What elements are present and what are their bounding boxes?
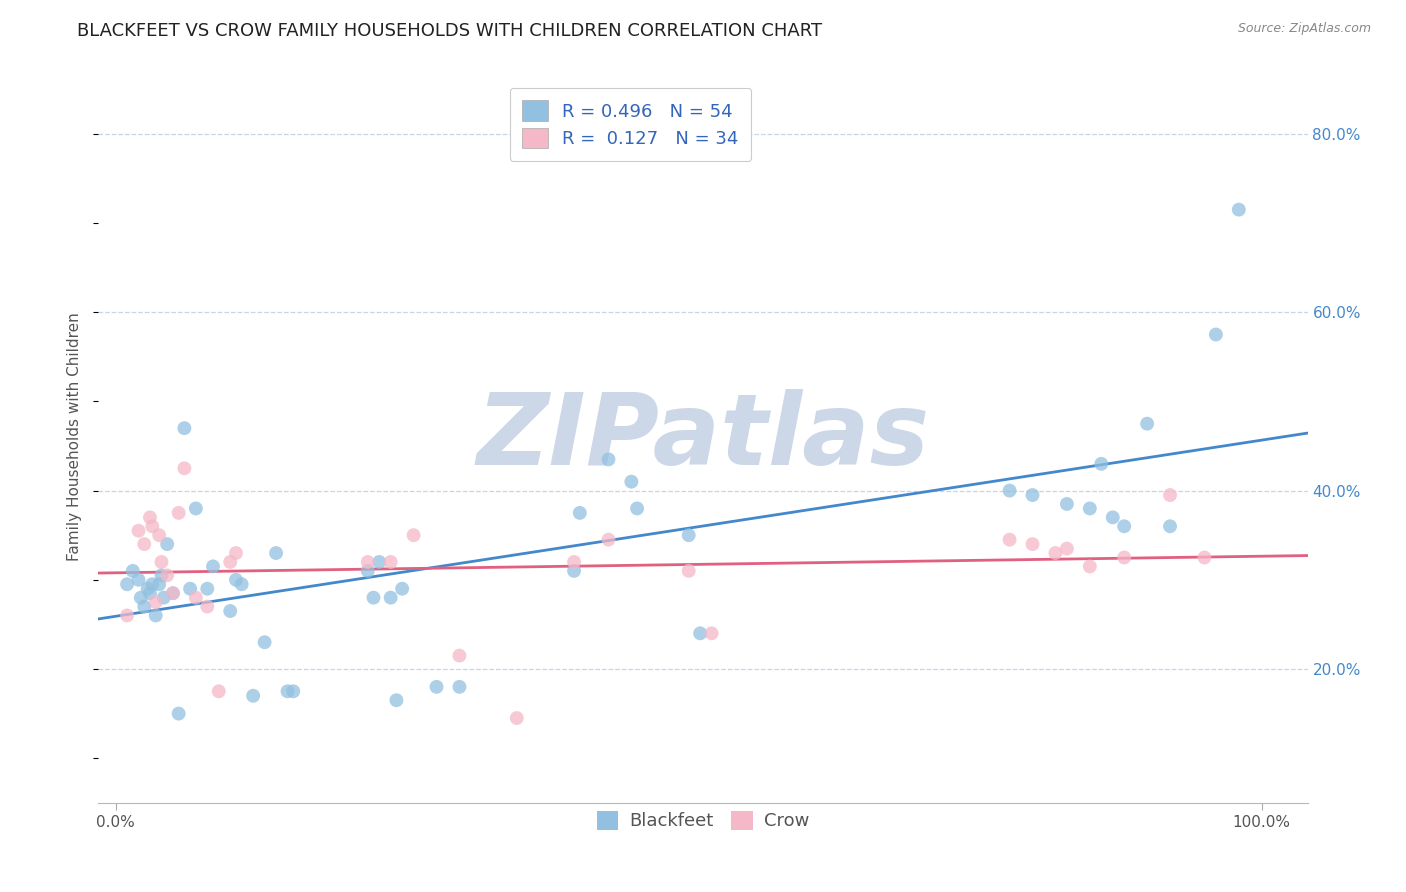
Point xyxy=(162,586,184,600)
Point xyxy=(242,689,264,703)
Y-axis label: Family Households with Children: Family Households with Children xyxy=(67,313,83,561)
Point xyxy=(402,528,425,542)
Point xyxy=(148,577,170,591)
Point xyxy=(184,591,207,605)
Point xyxy=(562,555,585,569)
Point xyxy=(277,684,299,698)
Point xyxy=(134,537,156,551)
Point xyxy=(208,684,231,698)
Point xyxy=(678,564,700,578)
Point xyxy=(357,555,380,569)
Text: ZIPatlas: ZIPatlas xyxy=(477,389,929,485)
Point xyxy=(1159,519,1181,533)
Point xyxy=(380,555,402,569)
Point xyxy=(1114,550,1136,565)
Point xyxy=(179,582,201,596)
Point xyxy=(385,693,408,707)
Point xyxy=(195,599,218,614)
Point xyxy=(1078,501,1101,516)
Point xyxy=(1021,488,1043,502)
Point xyxy=(380,591,402,605)
Point xyxy=(1090,457,1112,471)
Point xyxy=(506,711,529,725)
Point xyxy=(626,501,648,516)
Point xyxy=(1056,497,1078,511)
Point xyxy=(141,577,163,591)
Point xyxy=(156,537,179,551)
Point xyxy=(1101,510,1123,524)
Point xyxy=(195,582,218,596)
Point xyxy=(1078,559,1101,574)
Point xyxy=(167,706,190,721)
Point xyxy=(173,421,195,435)
Point xyxy=(219,604,242,618)
Text: BLACKFEET VS CROW FAMILY HOUSEHOLDS WITH CHILDREN CORRELATION CHART: BLACKFEET VS CROW FAMILY HOUSEHOLDS WITH… xyxy=(77,22,823,40)
Point xyxy=(425,680,447,694)
Point xyxy=(145,608,167,623)
Point xyxy=(283,684,305,698)
Point xyxy=(357,564,380,578)
Point xyxy=(562,564,585,578)
Point xyxy=(1056,541,1078,556)
Point xyxy=(115,577,138,591)
Point xyxy=(1045,546,1067,560)
Point xyxy=(363,591,385,605)
Point xyxy=(998,483,1021,498)
Point xyxy=(156,568,179,582)
Point xyxy=(152,591,174,605)
Point xyxy=(134,599,156,614)
Point xyxy=(139,510,162,524)
Point xyxy=(1194,550,1216,565)
Point xyxy=(129,591,152,605)
Point xyxy=(678,528,700,542)
Point xyxy=(115,608,138,623)
Point xyxy=(167,506,190,520)
Point xyxy=(128,524,150,538)
Point xyxy=(689,626,711,640)
Point xyxy=(225,546,247,560)
Point xyxy=(173,461,195,475)
Point xyxy=(391,582,413,596)
Point xyxy=(568,506,591,520)
Point xyxy=(162,586,184,600)
Point xyxy=(202,559,225,574)
Point xyxy=(141,519,163,533)
Point xyxy=(1114,519,1136,533)
Point xyxy=(148,528,170,542)
Point xyxy=(253,635,276,649)
Point xyxy=(368,555,391,569)
Point xyxy=(145,595,167,609)
Point xyxy=(184,501,207,516)
Point xyxy=(1021,537,1043,551)
Legend: Blackfeet, Crow: Blackfeet, Crow xyxy=(589,804,817,838)
Point xyxy=(598,452,620,467)
Point xyxy=(150,555,173,569)
Point xyxy=(128,573,150,587)
Point xyxy=(139,586,162,600)
Point xyxy=(1227,202,1250,217)
Point xyxy=(219,555,242,569)
Point xyxy=(231,577,253,591)
Point xyxy=(264,546,287,560)
Point xyxy=(1205,327,1227,342)
Point xyxy=(998,533,1021,547)
Text: Source: ZipAtlas.com: Source: ZipAtlas.com xyxy=(1237,22,1371,36)
Point xyxy=(449,680,471,694)
Point xyxy=(598,533,620,547)
Point xyxy=(121,564,143,578)
Point xyxy=(620,475,643,489)
Point xyxy=(1136,417,1159,431)
Point xyxy=(700,626,723,640)
Point xyxy=(136,582,159,596)
Point xyxy=(150,568,173,582)
Point xyxy=(449,648,471,663)
Point xyxy=(1159,488,1181,502)
Point xyxy=(225,573,247,587)
